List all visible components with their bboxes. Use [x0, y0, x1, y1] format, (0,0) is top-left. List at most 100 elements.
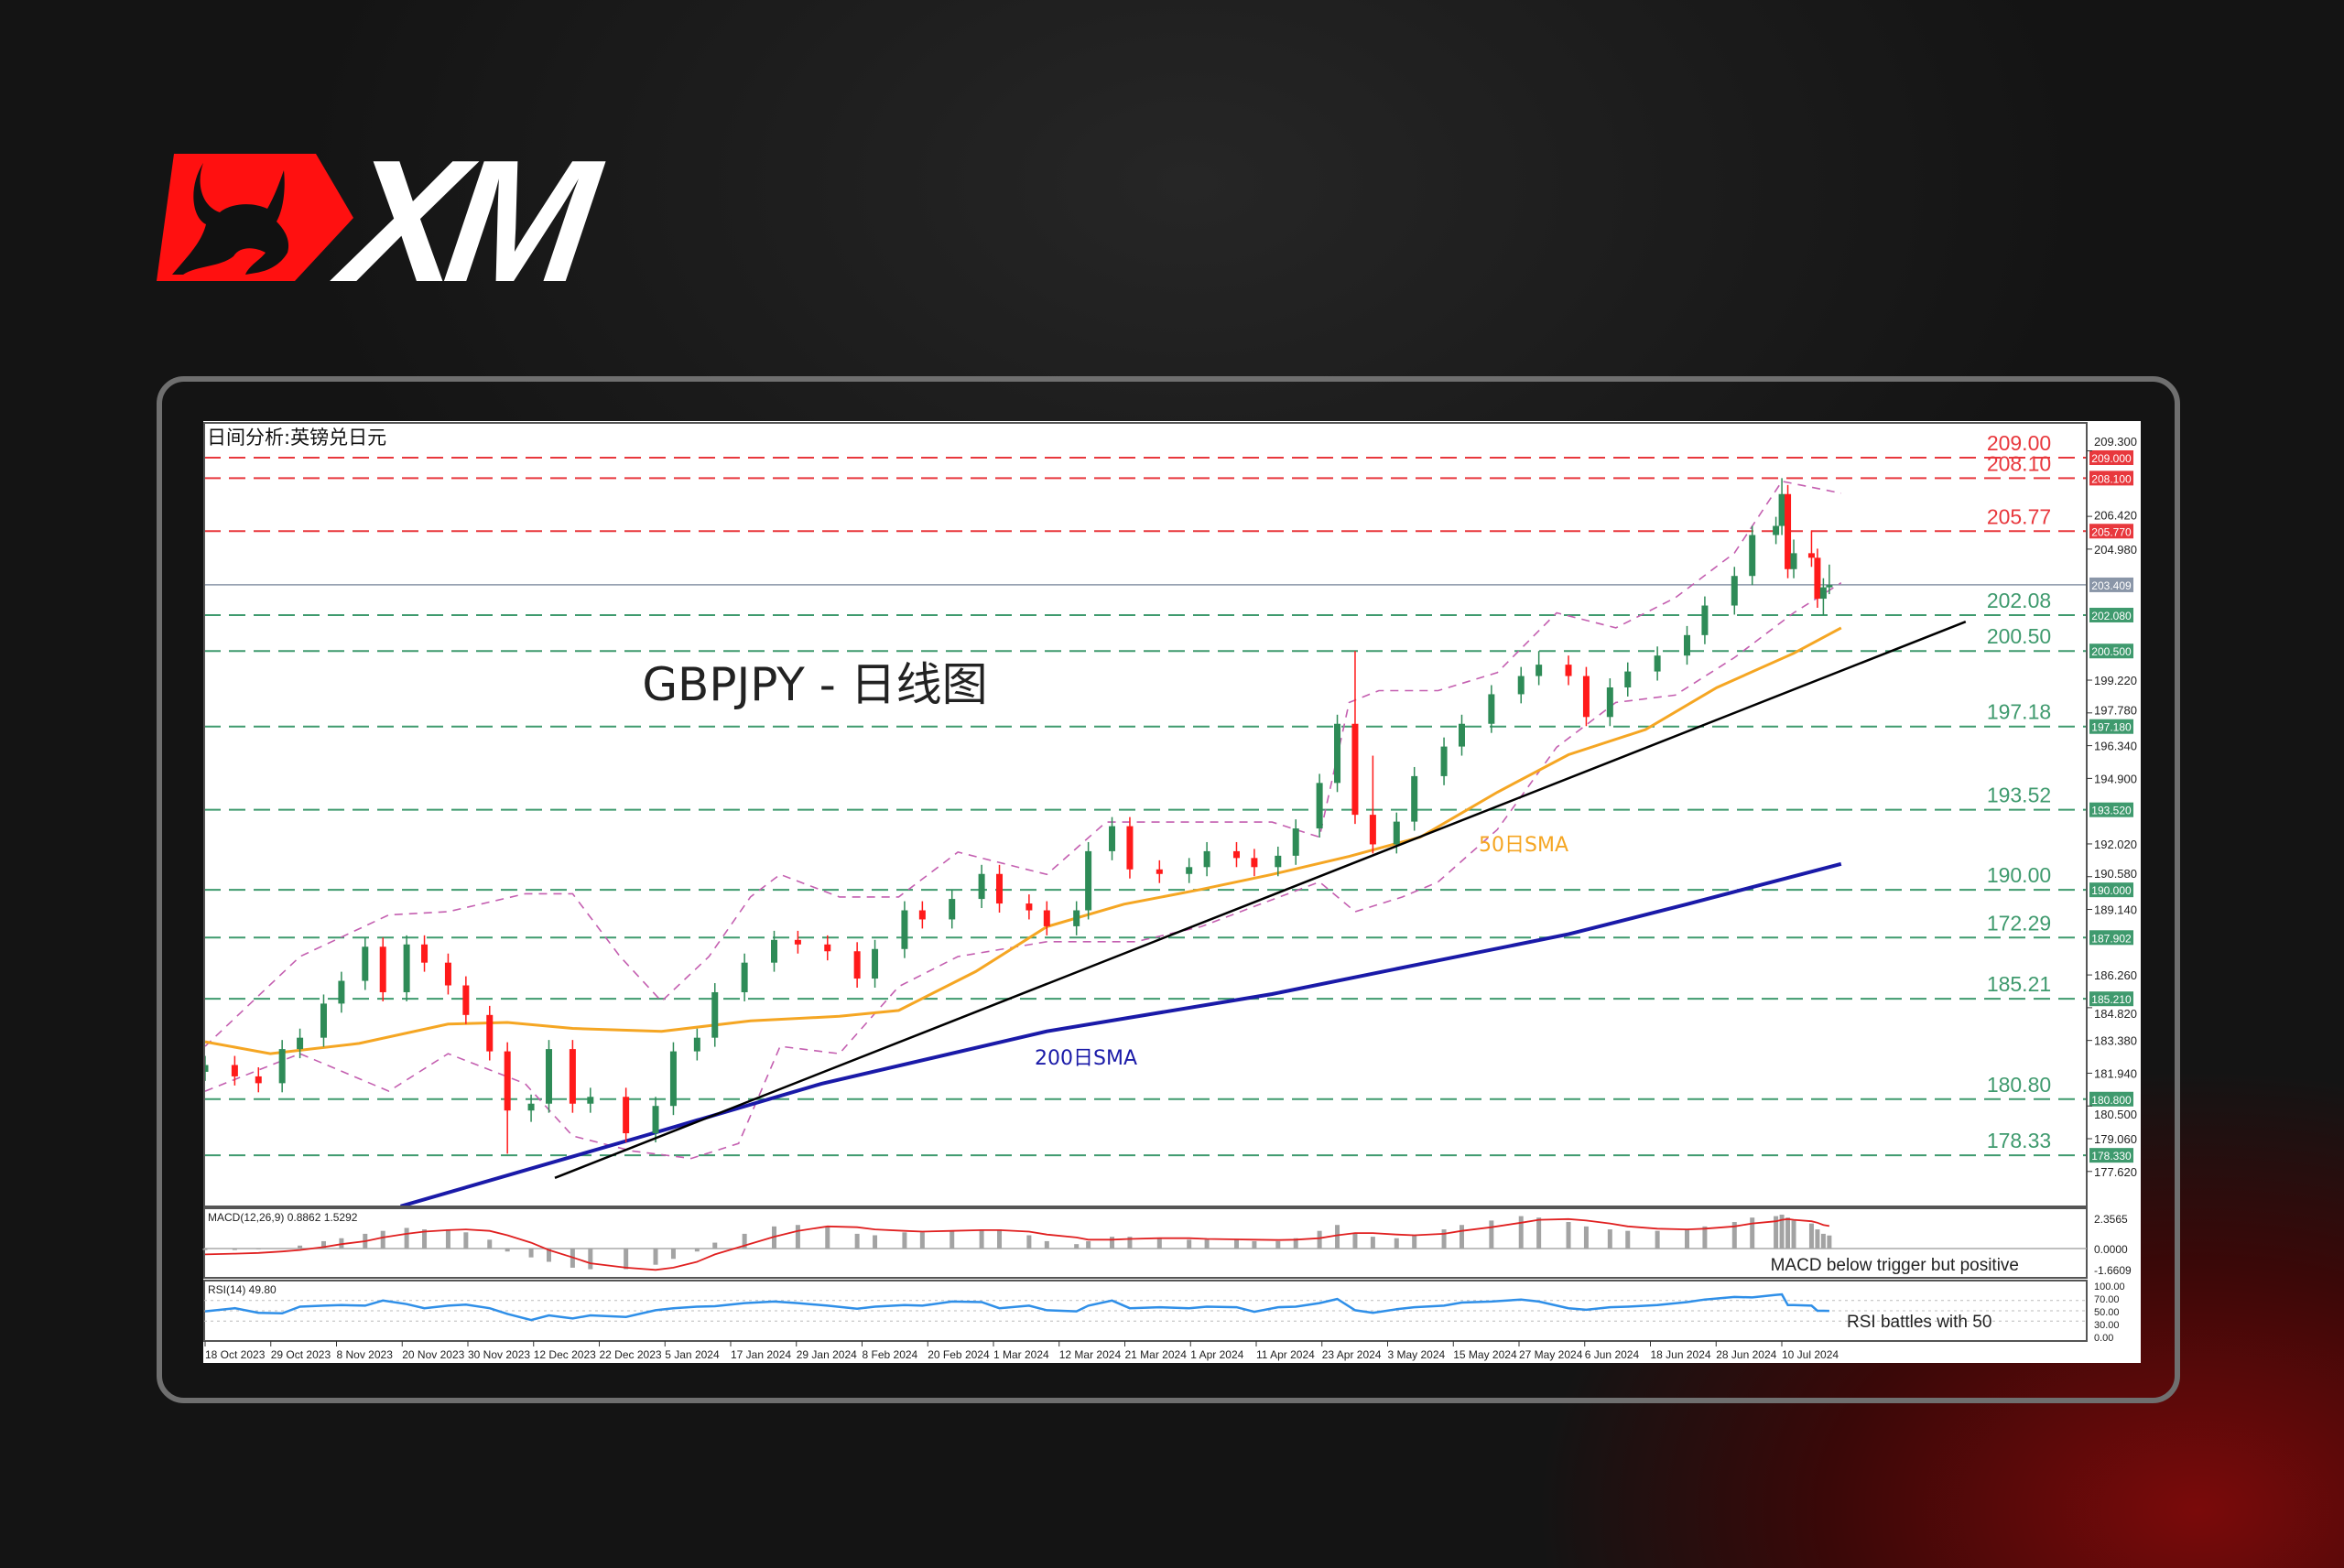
macd-histogram-bar: [1583, 1226, 1589, 1249]
macd-histogram-bar: [1317, 1230, 1322, 1249]
rsi-panel: RSI(14) 49.80 RSI battles with 50 100.00 70…: [204, 1281, 2125, 1344]
level-tag-text: 193.520: [2091, 805, 2132, 817]
level-tag-text: 209.000: [2091, 452, 2132, 465]
candle-body: [853, 951, 861, 979]
macd-histogram-bar: [1459, 1225, 1464, 1249]
macd-histogram-bar: [298, 1245, 303, 1249]
rsi-line: [204, 1292, 1829, 1322]
x-tick-label: 23 Apr 2024: [1322, 1348, 1382, 1361]
macd-histogram-bar: [624, 1249, 629, 1270]
y-tick-label: 194.900: [2094, 772, 2137, 785]
macd-histogram-bar: [1785, 1217, 1791, 1249]
x-tick-label: 15 May 2024: [1453, 1348, 1517, 1361]
candle-body: [1684, 634, 1690, 656]
candle-body: [949, 899, 956, 920]
candle-body: [1458, 723, 1465, 747]
macd-histogram-bar: [919, 1232, 925, 1249]
main-panel-border: [203, 422, 2088, 1207]
x-tick-label: 6 Jun 2024: [1585, 1348, 1640, 1361]
macd-histogram-bar: [1352, 1233, 1358, 1249]
level-tag-text: 208.100: [2091, 472, 2132, 485]
level-tag: [2089, 450, 2133, 465]
macd-histogram-bar: [1827, 1235, 1832, 1249]
y-tick-label: 180.500: [2094, 1108, 2137, 1121]
level-tag-text: 187.902: [2091, 932, 2132, 945]
macd-histogram-bar: [1774, 1216, 1779, 1249]
level-tag: [2089, 470, 2133, 486]
candle-body: [1807, 553, 1815, 558]
macd-histogram-bar: [232, 1249, 237, 1250]
candle-body: [462, 985, 470, 1015]
candle-body: [1582, 676, 1590, 718]
sma50-line: [204, 626, 1842, 1055]
x-tick-label: 5 Jan 2024: [665, 1348, 720, 1361]
y-tick-label: 177.620: [2094, 1165, 2137, 1179]
level-label: 197.18: [1987, 700, 2051, 724]
level-label: 205.77: [1987, 504, 2051, 528]
candle-body: [1411, 775, 1418, 822]
candle-body: [623, 1097, 630, 1134]
level-label: 172.29: [1987, 911, 2051, 935]
macd-histogram-bar: [1412, 1235, 1417, 1249]
y-tick-label: 199.220: [2094, 674, 2137, 687]
xm-logo: XM: [157, 124, 612, 302]
candle-body: [771, 939, 778, 963]
level-tag: [2089, 607, 2133, 622]
x-tick-label: 21 Mar 2024: [1125, 1348, 1188, 1361]
macd-histogram-bar: [653, 1249, 658, 1265]
candle-body: [421, 944, 429, 963]
rsi-annotation: RSI battles with 50: [1847, 1313, 1991, 1332]
candle-body: [1275, 855, 1282, 868]
candle-body: [362, 946, 369, 981]
macd-histogram-bar: [546, 1249, 551, 1262]
candle-body: [1203, 850, 1210, 868]
x-tick-label: 28 Jun 2024: [1716, 1348, 1776, 1361]
macd-histogram-bar: [979, 1229, 984, 1249]
candle-body: [872, 948, 879, 979]
macd-histogram-bar: [1156, 1238, 1162, 1249]
y-tick-label: 184.820: [2094, 1007, 2137, 1021]
candle-body: [1517, 676, 1525, 695]
macd-label: MACD(12,26,9) 0.8862 1.5292: [208, 1211, 358, 1224]
macd-panel-border: [203, 1207, 2088, 1279]
macd-histogram-bar: [320, 1240, 326, 1249]
macd-histogram-bar: [854, 1233, 860, 1249]
level-tag: [2089, 882, 2133, 898]
level-tag: [2089, 643, 2133, 659]
candle-body: [652, 1106, 659, 1134]
macd-histogram-bar: [670, 1249, 676, 1260]
macd-histogram-bar: [1731, 1222, 1737, 1249]
candle-body: [504, 1051, 511, 1111]
macd-histogram-bar: [1086, 1240, 1091, 1249]
candle-body: [693, 1037, 700, 1052]
macd-histogram-bar: [902, 1232, 907, 1249]
x-tick-label: 3 May 2024: [1388, 1348, 1446, 1361]
level-tag-text: 205.770: [2091, 525, 2132, 538]
candle-body: [1790, 553, 1797, 569]
x-tick-label: 20 Feb 2024: [928, 1348, 990, 1361]
macd-histogram-bar: [1779, 1214, 1785, 1249]
level-tag: [2089, 1148, 2133, 1163]
sma200-label: 200日SMA: [1035, 1047, 1137, 1070]
chart-frame: [157, 376, 2180, 1403]
candle-body: [527, 1103, 535, 1111]
macd-histogram-bar: [873, 1235, 878, 1249]
rsi-y-tick: 70.00: [2094, 1294, 2120, 1305]
rsi-y-tick: 30.00: [2094, 1320, 2120, 1331]
candle-body: [1654, 655, 1661, 672]
macd-histogram-bar: [795, 1225, 800, 1249]
candle-body: [486, 1014, 494, 1052]
price-levels: 209.00 209.000 208.10 208.100 205.77 205.770 2…: [204, 431, 2133, 1163]
level-tag-text: 178.330: [2091, 1150, 2132, 1162]
axes: 209.300 206.420 204.980 199.220 197.780 196.3…: [203, 422, 2137, 1361]
candle-body: [1292, 828, 1299, 856]
macd-panel: MACD(12,26,9) 0.8862 1.5292 MACD below tr…: [202, 1211, 2132, 1277]
macd-histogram-bar: [1441, 1229, 1447, 1249]
bollinger-lower-line: [204, 582, 1842, 1160]
macd-histogram-bar: [1110, 1237, 1115, 1249]
x-tick-label: 29 Oct 2023: [271, 1348, 331, 1361]
macd-histogram-bar: [1233, 1239, 1239, 1249]
candle-body: [1819, 587, 1827, 600]
candle-body: [444, 962, 451, 986]
